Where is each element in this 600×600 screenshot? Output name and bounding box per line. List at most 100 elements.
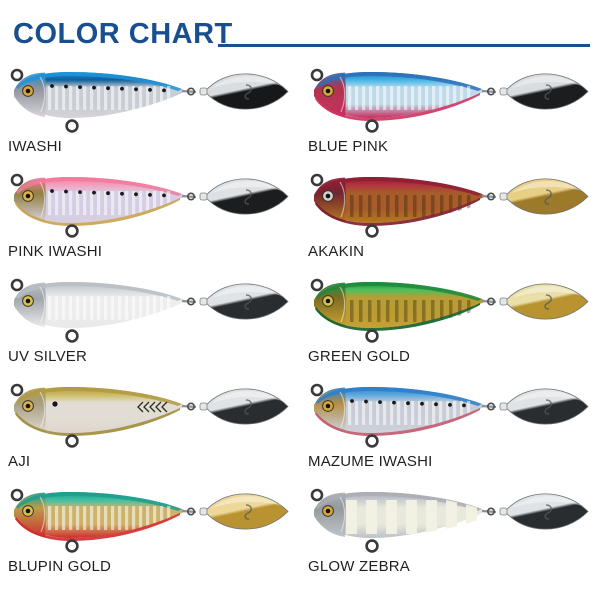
blade-collar bbox=[199, 402, 208, 411]
split-ring-swivel bbox=[187, 297, 196, 306]
blade-logo-icon bbox=[244, 84, 252, 100]
color-name-label: AKAKIN bbox=[308, 243, 365, 260]
gill-line bbox=[39, 76, 46, 113]
split-ring-swivel bbox=[187, 402, 196, 411]
blade-logo-icon bbox=[244, 504, 252, 520]
dorsal-edge bbox=[316, 387, 482, 406]
gill-line bbox=[39, 286, 46, 323]
lure-eye-pupil bbox=[325, 403, 331, 409]
color-name-label: UV SILVER bbox=[8, 348, 88, 365]
blade-highlight bbox=[512, 181, 582, 193]
spinner-blade bbox=[204, 73, 289, 110]
blade-highlight bbox=[512, 391, 582, 403]
belly-hook-ring bbox=[65, 434, 79, 448]
lure-image bbox=[300, 480, 600, 558]
dorsal-edge bbox=[16, 72, 182, 91]
body-pattern bbox=[348, 401, 471, 425]
line-tie-ring bbox=[310, 278, 324, 292]
belly-accent bbox=[315, 93, 480, 121]
header-divider bbox=[218, 44, 590, 47]
dorsal-edge bbox=[16, 177, 182, 196]
color-chart-item[interactable]: AJI bbox=[0, 375, 300, 480]
lure-image bbox=[300, 375, 600, 453]
blade-highlight bbox=[212, 496, 282, 508]
color-chart-item[interactable]: BLUPIN GOLD bbox=[0, 480, 300, 585]
lure-eye-pupil bbox=[25, 508, 31, 514]
color-chart-item[interactable]: UV SILVER bbox=[0, 270, 300, 375]
color-chart-item[interactable]: GLOW ZEBRA bbox=[300, 480, 600, 585]
belly-hook-ring bbox=[365, 224, 379, 238]
blade-collar bbox=[199, 297, 208, 306]
lure-image bbox=[300, 165, 600, 243]
lure-image bbox=[0, 60, 300, 138]
gill-line bbox=[39, 181, 46, 218]
gill-line bbox=[339, 391, 346, 428]
line-tie-ring bbox=[10, 488, 24, 502]
color-chart-item[interactable]: MAZUME IWASHI bbox=[300, 375, 600, 480]
split-ring-swivel bbox=[487, 297, 496, 306]
color-name-label: PINK IWASHI bbox=[8, 243, 103, 260]
blade-collar bbox=[499, 507, 508, 516]
blade-logo-icon bbox=[544, 84, 552, 100]
color-name-label: AJI bbox=[8, 453, 31, 470]
lure-illustration bbox=[310, 278, 589, 343]
lure-illustration bbox=[310, 173, 589, 238]
dorsal-edge bbox=[316, 72, 482, 91]
line-tie-ring bbox=[310, 488, 324, 502]
color-chart-item[interactable]: BLUE PINK bbox=[300, 60, 600, 165]
lure-image bbox=[0, 375, 300, 453]
lure-image bbox=[0, 480, 300, 558]
color-chart-item[interactable]: IWASHI bbox=[0, 60, 300, 165]
belly-hook-ring bbox=[65, 119, 79, 133]
lure-illustration bbox=[10, 383, 289, 448]
body-pattern bbox=[48, 191, 171, 215]
lure-eye-pupil bbox=[325, 88, 331, 94]
belly-hook-ring bbox=[65, 224, 79, 238]
body-pattern bbox=[48, 86, 171, 110]
lure-eye-pupil bbox=[25, 193, 31, 199]
color-chart-item[interactable]: PINK IWASHI bbox=[0, 165, 300, 270]
line-tie-ring bbox=[10, 68, 24, 82]
spinner-blade bbox=[504, 73, 589, 110]
gill-line bbox=[339, 496, 346, 533]
spinner-blade bbox=[504, 493, 589, 530]
body-pattern bbox=[350, 195, 471, 217]
blade-collar bbox=[499, 402, 508, 411]
belly-hook-ring bbox=[65, 539, 79, 553]
gill-line bbox=[339, 76, 346, 113]
body-pattern bbox=[48, 296, 171, 320]
belly-hook-ring bbox=[365, 119, 379, 133]
blade-highlight bbox=[512, 286, 582, 298]
lure-illustration bbox=[310, 383, 589, 448]
belly-hook-ring bbox=[65, 329, 79, 343]
color-name-label: IWASHI bbox=[8, 138, 62, 155]
lateral-dots bbox=[50, 84, 166, 93]
body-pattern bbox=[346, 500, 477, 534]
color-chart-item[interactable]: AKAKIN bbox=[300, 165, 600, 270]
blade-highlight bbox=[212, 181, 282, 193]
dorsal-edge bbox=[16, 387, 182, 406]
lateral-dots bbox=[350, 399, 466, 408]
spinner-blade bbox=[504, 388, 589, 425]
spinner-blade bbox=[204, 388, 289, 425]
blade-logo-icon bbox=[244, 294, 252, 310]
color-chart-item[interactable]: GREEN GOLD bbox=[300, 270, 600, 375]
blade-logo-icon bbox=[244, 189, 252, 205]
chart-header: COLOR CHART bbox=[0, 0, 600, 62]
lure-eye-pupil bbox=[325, 193, 331, 199]
dorsal-edge bbox=[316, 282, 482, 301]
color-name-label: MAZUME IWASHI bbox=[308, 453, 433, 470]
belly-accent bbox=[315, 303, 480, 331]
belly-accent bbox=[15, 198, 180, 226]
lure-eye-pupil bbox=[25, 88, 31, 94]
split-ring-swivel bbox=[487, 87, 496, 96]
lure-eye-pupil bbox=[25, 403, 31, 409]
lure-body bbox=[14, 387, 185, 433]
dorsal-edge bbox=[16, 492, 182, 511]
blade-collar bbox=[499, 87, 508, 96]
belly-accent bbox=[15, 513, 180, 541]
color-name-label: BLUE PINK bbox=[308, 138, 389, 155]
blade-highlight bbox=[512, 496, 582, 508]
blade-logo-icon bbox=[544, 189, 552, 205]
lateral-dots bbox=[50, 189, 166, 198]
